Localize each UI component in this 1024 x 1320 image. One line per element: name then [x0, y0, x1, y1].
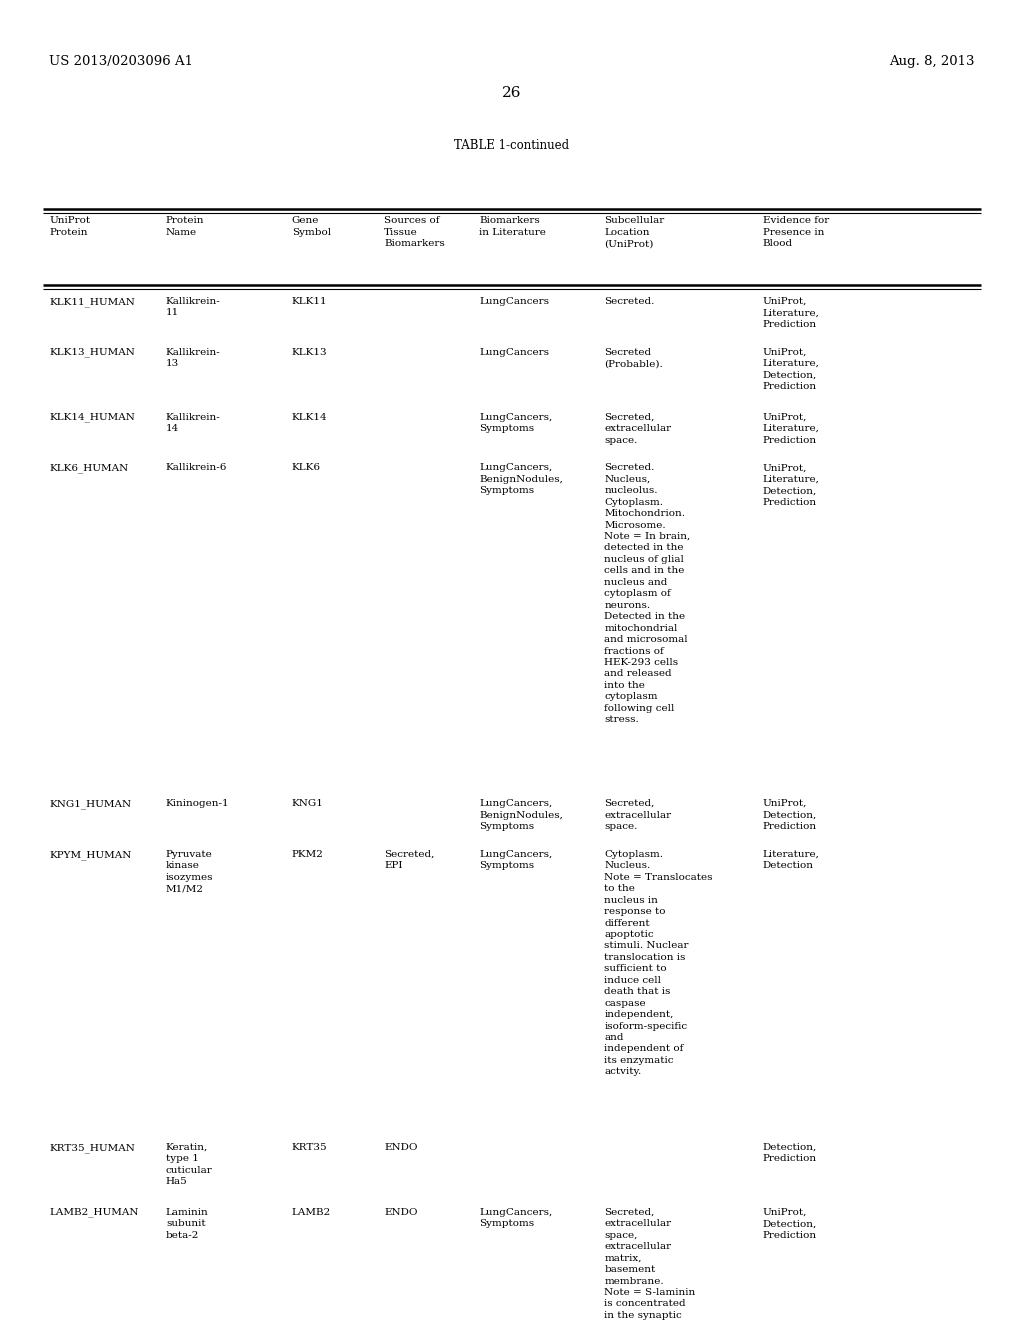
Text: KLK11_HUMAN: KLK11_HUMAN	[49, 297, 135, 306]
Text: Gene
Symbol: Gene Symbol	[292, 216, 331, 236]
Text: UniProt,
Literature,
Detection,
Prediction: UniProt, Literature, Detection, Predicti…	[763, 347, 820, 391]
Text: Subcellular
Location
(UniProt): Subcellular Location (UniProt)	[604, 216, 665, 248]
Text: Biomarkers
in Literature: Biomarkers in Literature	[479, 216, 546, 236]
Text: Laminin
subunit
beta-2: Laminin subunit beta-2	[166, 1208, 209, 1239]
Text: LungCancers,
BenignNodules,
Symptoms: LungCancers, BenignNodules, Symptoms	[479, 463, 563, 495]
Text: Kallikrein-
11: Kallikrein- 11	[166, 297, 220, 317]
Text: Literature,
Detection: Literature, Detection	[763, 850, 820, 870]
Text: KPYM_HUMAN: KPYM_HUMAN	[49, 850, 131, 859]
Text: UniProt
Protein: UniProt Protein	[49, 216, 90, 236]
Text: TABLE 1-continued: TABLE 1-continued	[455, 139, 569, 152]
Text: LungCancers,
Symptoms: LungCancers, Symptoms	[479, 413, 553, 433]
Text: Kallikrein-
13: Kallikrein- 13	[166, 347, 220, 368]
Text: UniProt,
Literature,
Prediction: UniProt, Literature, Prediction	[763, 413, 820, 445]
Text: Kallikrein-6: Kallikrein-6	[166, 463, 227, 473]
Text: Secreted.: Secreted.	[604, 297, 654, 306]
Text: Keratin,
type 1
cuticular
Ha5: Keratin, type 1 cuticular Ha5	[166, 1143, 213, 1187]
Text: UniProt,
Detection,
Prediction: UniProt, Detection, Prediction	[763, 799, 817, 832]
Text: 26: 26	[502, 86, 522, 100]
Text: ENDO: ENDO	[384, 1143, 418, 1152]
Text: LungCancers,
BenignNodules,
Symptoms: LungCancers, BenignNodules, Symptoms	[479, 799, 563, 832]
Text: Kininogen-1: Kininogen-1	[166, 799, 229, 808]
Text: KNG1: KNG1	[292, 799, 324, 808]
Text: Kallikrein-
14: Kallikrein- 14	[166, 413, 220, 433]
Text: ENDO: ENDO	[384, 1208, 418, 1217]
Text: Pyruvate
kinase
isozymes
M1/M2: Pyruvate kinase isozymes M1/M2	[166, 850, 213, 894]
Text: KRT35: KRT35	[292, 1143, 328, 1152]
Text: KLK14_HUMAN: KLK14_HUMAN	[49, 413, 135, 422]
Text: PKM2: PKM2	[292, 850, 324, 859]
Text: Aug. 8, 2013: Aug. 8, 2013	[890, 55, 975, 69]
Text: UniProt,
Detection,
Prediction: UniProt, Detection, Prediction	[763, 1208, 817, 1239]
Text: LAMB2: LAMB2	[292, 1208, 331, 1217]
Text: UniProt,
Literature,
Detection,
Prediction: UniProt, Literature, Detection, Predicti…	[763, 463, 820, 507]
Text: Secreted,
EPI: Secreted, EPI	[384, 850, 434, 870]
Text: KNG1_HUMAN: KNG1_HUMAN	[49, 799, 131, 809]
Text: LungCancers,
Symptoms: LungCancers, Symptoms	[479, 850, 553, 870]
Text: Secreted,
extracellular
space.: Secreted, extracellular space.	[604, 413, 672, 445]
Text: UniProt,
Literature,
Prediction: UniProt, Literature, Prediction	[763, 297, 820, 329]
Text: Sources of
Tissue
Biomarkers: Sources of Tissue Biomarkers	[384, 216, 444, 248]
Text: KLK14: KLK14	[292, 413, 328, 421]
Text: KLK6: KLK6	[292, 463, 321, 473]
Text: LAMB2_HUMAN: LAMB2_HUMAN	[49, 1208, 138, 1217]
Text: KRT35_HUMAN: KRT35_HUMAN	[49, 1143, 135, 1152]
Text: Cytoplasm.
Nucleus.
Note = Translocates
to the
nucleus in
response to
different
: Cytoplasm. Nucleus. Note = Translocates …	[604, 850, 713, 1076]
Text: Protein
Name: Protein Name	[166, 216, 205, 236]
Text: LungCancers: LungCancers	[479, 297, 549, 306]
Text: Secreted.
Nucleus,
nucleolus.
Cytoplasm.
Mitochondrion.
Microsome.
Note = In bra: Secreted. Nucleus, nucleolus. Cytoplasm.…	[604, 463, 690, 725]
Text: KLK13: KLK13	[292, 347, 328, 356]
Text: Secreted,
extracellular
space,
extracellular
matrix,
basement
membrane.
Note = S: Secreted, extracellular space, extracell…	[604, 1208, 695, 1320]
Text: Secreted
(Probable).: Secreted (Probable).	[604, 347, 663, 368]
Text: LungCancers,
Symptoms: LungCancers, Symptoms	[479, 1208, 553, 1228]
Text: Evidence for
Presence in
Blood: Evidence for Presence in Blood	[763, 216, 829, 248]
Text: KLK11: KLK11	[292, 297, 328, 306]
Text: LungCancers: LungCancers	[479, 347, 549, 356]
Text: Detection,
Prediction: Detection, Prediction	[763, 1143, 817, 1163]
Text: Secreted,
extracellular
space.: Secreted, extracellular space.	[604, 799, 672, 832]
Text: US 2013/0203096 A1: US 2013/0203096 A1	[49, 55, 194, 69]
Text: KLK6_HUMAN: KLK6_HUMAN	[49, 463, 128, 473]
Text: KLK13_HUMAN: KLK13_HUMAN	[49, 347, 135, 358]
